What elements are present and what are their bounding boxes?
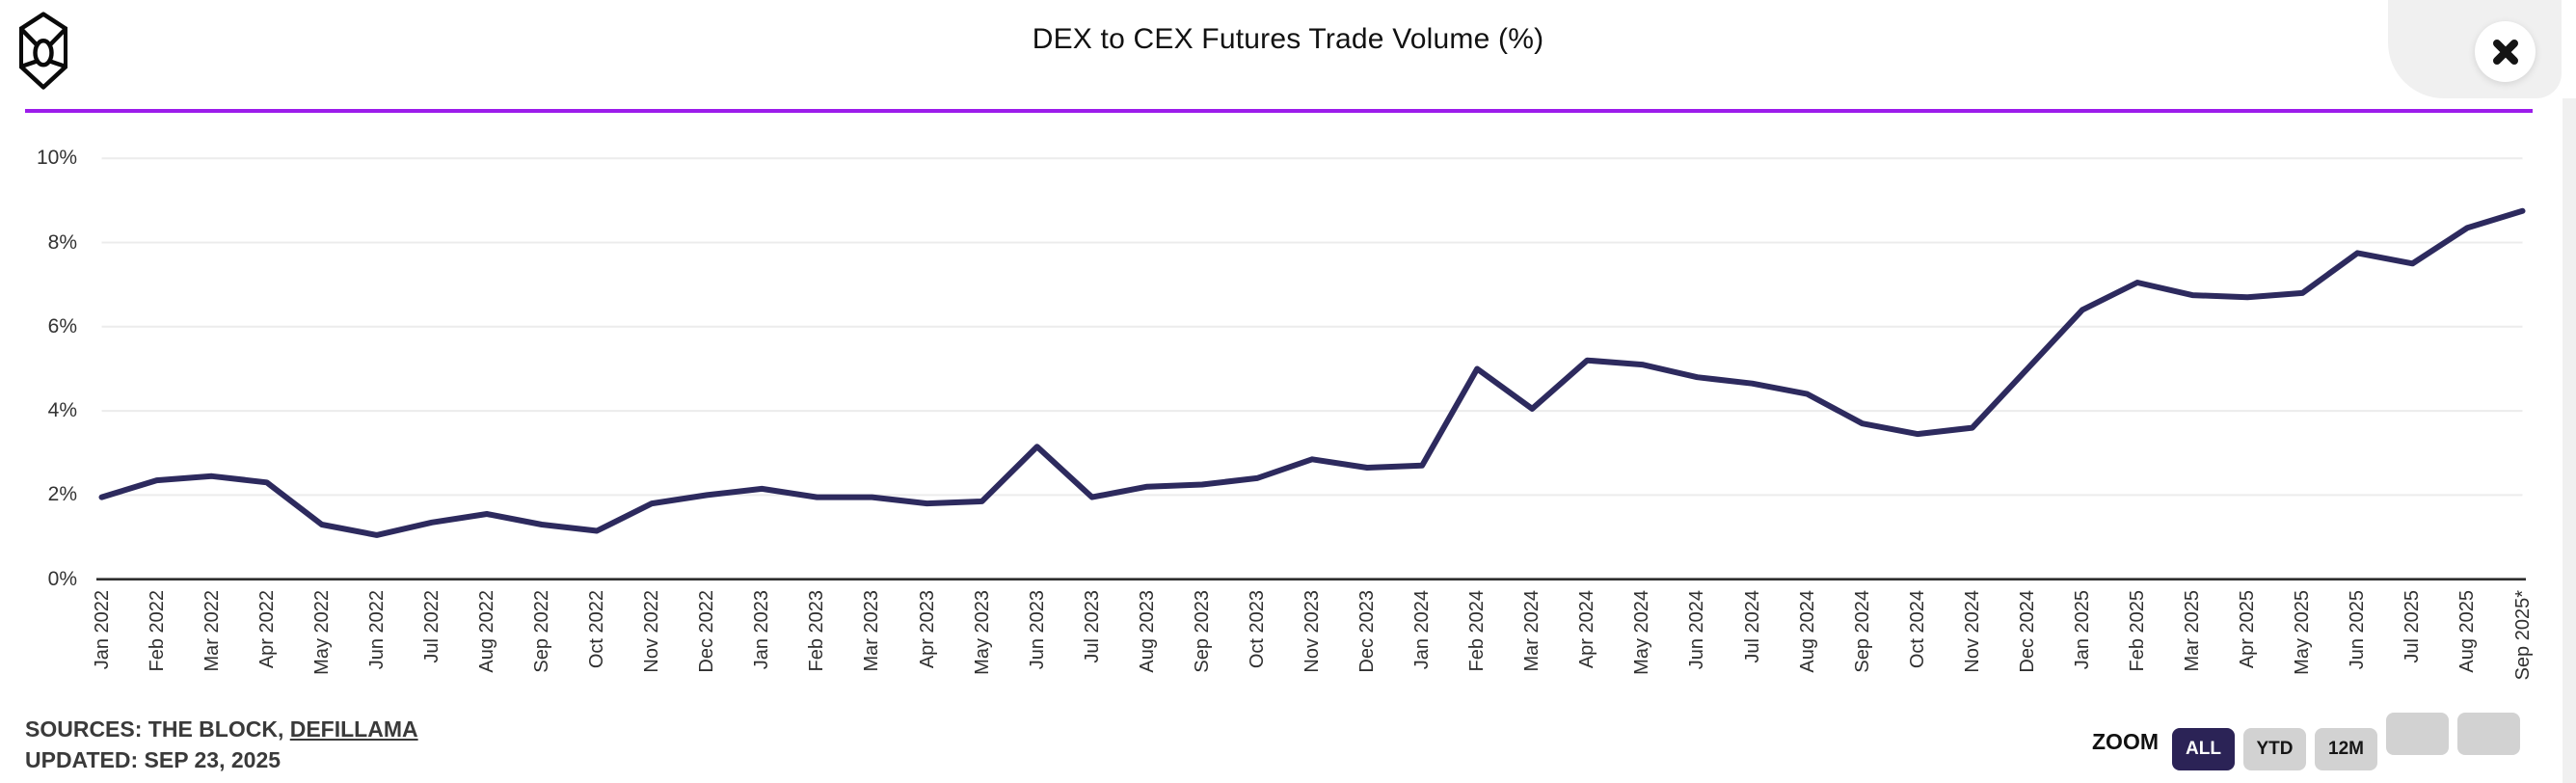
defillama-link[interactable]: DEFILLAMA xyxy=(289,716,418,742)
x-axis-tick-text: Aug 2022 xyxy=(475,590,497,673)
x-axis-tick-text: Mar 2023 xyxy=(861,590,883,672)
x-axis-tick-text: Feb 2025 xyxy=(2127,590,2149,672)
x-axis-tick-text: Sep 2024 xyxy=(1851,590,1873,673)
zoom-controls: ZOOM ALL YTD 12M xyxy=(2092,713,2529,770)
x-axis-tick-text: May 2023 xyxy=(971,590,993,675)
zoom-button-12m[interactable]: 12M xyxy=(2315,728,2377,770)
x-axis-tick-text: Mar 2022 xyxy=(201,590,223,672)
zoom-button-blank[interactable] xyxy=(2457,713,2520,755)
x-axis-tick-text: Oct 2024 xyxy=(1906,590,1928,669)
zoom-button-ytd[interactable]: YTD xyxy=(2243,728,2306,770)
x-axis-tick-text: Jan 2022 xyxy=(91,590,113,670)
x-axis-tick-text: Apr 2023 xyxy=(916,590,938,669)
x-axis-tick-text: Dec 2023 xyxy=(1356,590,1379,673)
x-axis-tick-text: May 2024 xyxy=(1631,590,1653,675)
close-icon xyxy=(2492,39,2518,65)
x-axis-tick-text: Aug 2023 xyxy=(1136,590,1158,673)
close-button[interactable] xyxy=(2475,21,2536,82)
x-axis-tick-text: Feb 2022 xyxy=(146,590,168,672)
x-axis-tick-text: Jun 2023 xyxy=(1026,590,1048,670)
sources-line: SOURCES: THE BLOCK, DEFILLAMA xyxy=(25,716,418,742)
y-axis-tick-label: 2% xyxy=(47,483,77,506)
updated-line: UPDATED: SEP 23, 2025 xyxy=(25,747,282,772)
y-axis-tick-label: 6% xyxy=(47,314,77,338)
x-axis-tick-text: Jan 2023 xyxy=(751,590,773,670)
x-axis-tick-text: May 2022 xyxy=(310,590,333,675)
x-axis-tick-text: Aug 2025 xyxy=(2456,590,2479,673)
series-line xyxy=(98,207,2526,538)
x-axis-tick-text: Apr 2024 xyxy=(1576,590,1598,669)
sources-block: SOURCES: THE BLOCK, DEFILLAMA UPDATED: S… xyxy=(25,714,418,775)
y-axis-tick-label: 8% xyxy=(47,230,77,254)
x-axis-tick-text: Apr 2022 xyxy=(255,590,278,669)
x-axis-tick-text: Mar 2025 xyxy=(2182,590,2204,672)
x-axis-tick-text: Mar 2024 xyxy=(1521,590,1543,672)
x-axis-tick-text: Oct 2023 xyxy=(1246,590,1268,669)
x-axis-tick-text: Aug 2024 xyxy=(1796,590,1818,673)
x-axis-tick-text: Dec 2024 xyxy=(2016,590,2038,673)
x-axis-tick-text: May 2025 xyxy=(2292,590,2314,675)
x-axis-tick-text: Oct 2022 xyxy=(586,590,608,669)
y-axis-tick-label: 4% xyxy=(47,399,77,422)
x-axis-tick-text: Dec 2022 xyxy=(696,590,718,673)
x-axis-tick-text: Nov 2022 xyxy=(641,590,663,673)
x-axis-tick-text: Apr 2025 xyxy=(2237,590,2259,669)
right-margin-strip xyxy=(2563,98,2576,783)
zoom-button-blank[interactable] xyxy=(2386,713,2449,755)
y-axis-tick-label: 10% xyxy=(36,147,77,170)
x-axis-tick-text: Jan 2024 xyxy=(1411,590,1434,670)
x-axis-tick-text: Nov 2023 xyxy=(1301,590,1323,673)
x-axis-tick-text: Feb 2023 xyxy=(806,590,828,672)
x-axis-tick-text: Jun 2022 xyxy=(365,590,388,670)
zoom-label: ZOOM xyxy=(2092,728,2159,754)
x-axis-tick-text: Jan 2025 xyxy=(2071,590,2093,670)
x-axis-tick-text: Nov 2024 xyxy=(1961,590,1983,673)
y-axis-tick-label: 0% xyxy=(47,567,77,590)
x-axis-tick-text: Jul 2022 xyxy=(420,590,443,663)
header-divider xyxy=(25,109,2533,113)
x-axis-tick-text: Jun 2025 xyxy=(2347,590,2369,670)
x-axis-tick-text: Sep 2022 xyxy=(531,590,553,673)
the-block-logo-icon xyxy=(19,12,67,90)
x-axis-tick-text: Jul 2024 xyxy=(1741,590,1763,663)
x-axis-tick-text: Jul 2025 xyxy=(2402,590,2424,663)
x-axis-tick-text: Sep 2023 xyxy=(1191,590,1213,673)
x-axis-tick-text: Feb 2024 xyxy=(1466,590,1489,672)
x-axis-tick-text: Sep 2025* xyxy=(2511,590,2534,681)
zoom-button-all[interactable]: ALL xyxy=(2172,728,2235,770)
x-axis-tick-text: Jul 2023 xyxy=(1081,590,1103,663)
page-title: DEX to CEX Futures Trade Volume (%) xyxy=(1032,23,1544,55)
x-axis-tick-text: Jun 2024 xyxy=(1686,590,1708,670)
